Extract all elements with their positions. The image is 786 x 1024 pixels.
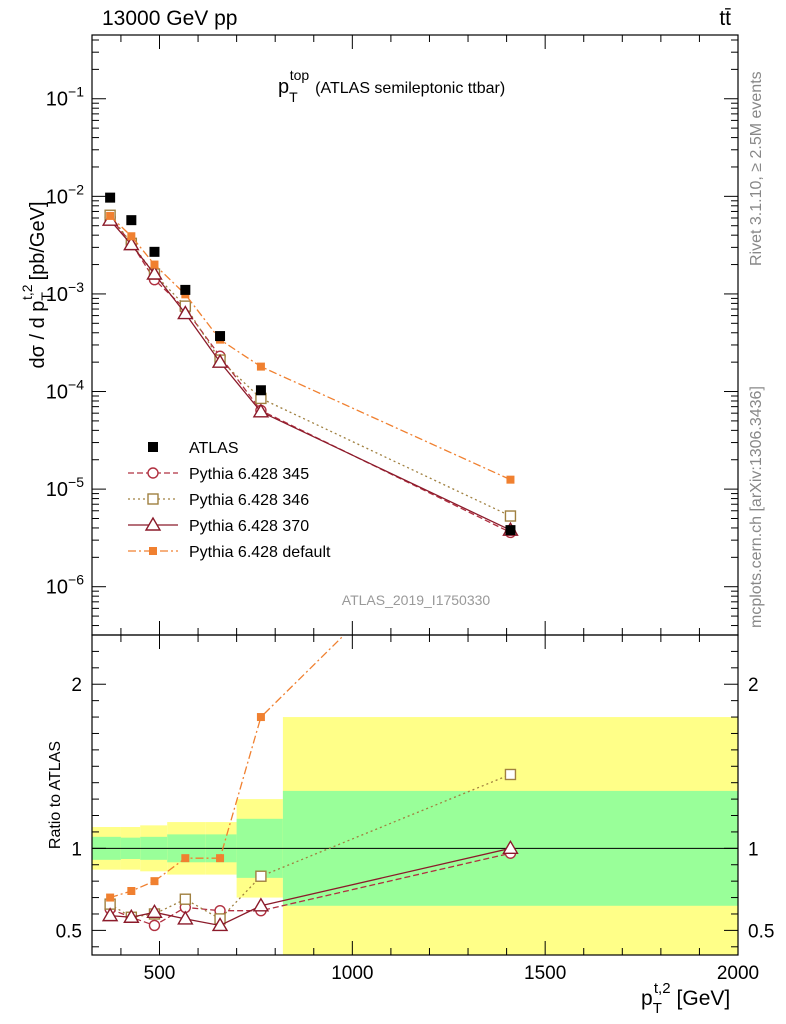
y-tick-label: 10−1 <box>46 84 84 111</box>
ratio-series-marker <box>502 839 519 855</box>
legend-label: Pythia 6.428 default <box>189 544 331 561</box>
plot-title-main: p <box>278 76 289 98</box>
atlas-data-point <box>180 284 191 295</box>
series-marker <box>506 475 515 484</box>
ratio-series-marker <box>252 897 270 912</box>
ratio-series-marker <box>106 893 115 902</box>
series-marker <box>177 305 194 320</box>
ratio-series-marker <box>504 768 517 781</box>
ratio-y-tick-labels: 0.5 0.5 1 1 2 2 <box>56 675 775 942</box>
atlas-data-point <box>149 246 160 257</box>
y-axis-label-main: dσ / d p <box>27 301 49 369</box>
atlas-data-point <box>126 215 137 226</box>
main-panel: 10−6 10−5 10−4 10−3 10−2 10−1 pTtop (ATLAS sem… <box>46 34 739 636</box>
series-marker <box>252 403 270 418</box>
legend-marker <box>147 493 159 505</box>
x-tick-label: 2000 <box>717 963 759 984</box>
atlas-data-point <box>215 331 226 342</box>
header-left: 13000 GeV pp <box>102 7 237 30</box>
ratio-series-marker <box>127 887 136 895</box>
atlas-data-point <box>505 525 516 536</box>
ratio-ticks <box>92 635 739 955</box>
plot-title-sub: T <box>289 89 298 105</box>
series-line <box>109 216 511 534</box>
y-tick-label: 10−6 <box>46 572 84 599</box>
x-tick-label: 500 <box>144 963 176 984</box>
header-right: tt̄ <box>719 7 731 30</box>
series-line <box>109 215 511 481</box>
series-marker <box>150 260 159 269</box>
atlas-data-points <box>105 192 516 536</box>
ratio-y-axis-label: Ratio to ATLAS <box>47 741 64 849</box>
series-marker <box>127 232 136 241</box>
series-marker <box>123 236 140 251</box>
series-marker <box>211 353 229 368</box>
x-axis-label-rest: [GeV] <box>677 987 731 1010</box>
series-marker <box>256 362 265 371</box>
y-tick-label: 10−5 <box>46 474 84 501</box>
legend-marker <box>148 442 158 452</box>
mcplots-text: mcplots.cern.ch [arXiv:1306.3436] <box>748 386 765 628</box>
ratio-series-marker <box>179 893 192 905</box>
ratio-series-group <box>101 635 519 932</box>
x-axis-label-sub: T <box>653 1000 662 1017</box>
ratio-series-marker <box>148 919 161 932</box>
legend-label: ATLAS <box>189 440 239 457</box>
y-tick-label: 10−2 <box>46 181 84 208</box>
y-axis-label-rest: [pb/GeV] <box>27 201 49 280</box>
legend-marker <box>147 467 159 479</box>
x-axis-label-sup: t,2 <box>654 980 671 997</box>
ratio-series-marker <box>146 903 163 919</box>
legend-marker <box>149 547 157 555</box>
x-axis-label: pTt,2 [GeV] <box>641 980 730 1017</box>
ratio-tick-label: 2 <box>71 675 82 696</box>
series-line <box>109 219 511 531</box>
main-series <box>101 209 519 539</box>
legend-marker <box>144 516 162 531</box>
analysis-label: ATLAS_2019_I1750330 <box>342 592 491 608</box>
ratio-series-marker <box>150 877 159 886</box>
series-marker <box>106 211 115 220</box>
ratio-series-marker <box>181 854 190 863</box>
atlas-data-point <box>255 385 266 396</box>
y-tick-label: 10−3 <box>46 279 84 306</box>
legend-label: Pythia 6.428 345 <box>189 466 309 483</box>
ratio-series-marker <box>256 713 265 722</box>
ratio-frame <box>91 634 739 956</box>
x-tick-labels: 500 1000 1500 2000 <box>144 963 759 984</box>
plot-title-rest: (ATLAS semileptonic ttbar) <box>315 80 505 97</box>
atlas-data-point <box>105 192 116 203</box>
rivet-version-text: Rivet 3.1.10, ≥ 2.5M events <box>748 71 765 266</box>
legend-label: Pythia 6.428 346 <box>189 492 309 509</box>
ratio-tick-label-right: 2 <box>748 675 759 696</box>
y-axis-label-sub: T <box>38 292 54 301</box>
ratio-tick-label-right: 1 <box>748 839 759 860</box>
x-tick-label: 1000 <box>331 963 373 984</box>
ratio-series-marker <box>255 870 267 882</box>
y-axis-label-sup: t,2 <box>19 284 35 300</box>
series-marker <box>146 265 163 280</box>
ratio-series <box>101 635 519 932</box>
y-tick-label: 10−4 <box>46 377 84 404</box>
series-marker <box>504 510 517 522</box>
ratio-tick-label: 1 <box>71 839 82 860</box>
x-axis-label-main: p <box>641 987 653 1010</box>
legend: ATLAS Pythia 6.428 345 Pythia 6.428 346 Pyt… <box>128 440 331 561</box>
x-tick-label: 1500 <box>524 963 566 984</box>
ratio-series-marker <box>211 917 229 932</box>
ratio-series-marker <box>177 910 194 925</box>
main-y-tick-labels: 10−6 10−5 10−4 10−3 10−2 10−1 <box>46 84 84 599</box>
ratio-series-marker <box>216 854 225 863</box>
ratio-tick-label-right: 0.5 <box>748 921 774 942</box>
ratio-panel: 0.5 0.5 1 1 2 2 500 1000 1500 2000 <box>56 634 775 984</box>
legend-label: Pythia 6.428 370 <box>189 518 309 535</box>
plot-title: pTtop (ATLAS semileptonic ttbar) <box>278 67 505 105</box>
y-axis-label: dσ / d pTt,2 [pb/GeV] <box>19 201 54 368</box>
plot-title-sup: top <box>290 67 310 83</box>
ratio-tick-label: 0.5 <box>56 921 82 942</box>
ratio-series-marker <box>123 908 140 923</box>
ratio-series-marker <box>101 907 119 922</box>
series-line <box>109 214 511 517</box>
